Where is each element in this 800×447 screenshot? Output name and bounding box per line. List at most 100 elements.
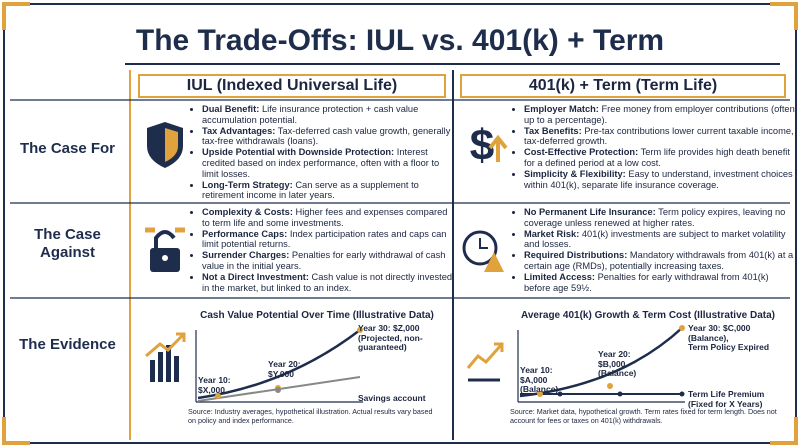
chart-label-line: (Projected, non- xyxy=(358,332,423,343)
bullet-heading: Dual Benefit: xyxy=(202,104,260,114)
bullet: No Permanent Life Insurance: Term policy… xyxy=(524,207,796,228)
bullet-heading: No Permanent Life Insurance: xyxy=(524,207,656,217)
chart-title: Cash Value Potential Over Time (Illustra… xyxy=(200,310,434,321)
point xyxy=(607,383,613,389)
chart-label-line: Year 30: $C,000 xyxy=(688,323,751,333)
bullet: Limited Access: Penalties for early with… xyxy=(524,272,796,293)
bullet: Required Distributions: Mandatory withdr… xyxy=(524,250,796,271)
bullet-text: Can serve as a supplement to retirement … xyxy=(202,179,419,201)
title: The Trade-Offs: IUL vs. 401(k) + Term xyxy=(135,24,665,57)
bullet-text: Higher fees and expenses compared to ter… xyxy=(202,207,448,228)
bullet-list: No Permanent Life Insurance: Term policy… xyxy=(512,207,796,294)
row-label: The Case Against xyxy=(34,226,101,261)
bullet-text: Index participation rates and caps can l… xyxy=(202,228,447,250)
bullet-text: Free money from employer contributions (… xyxy=(524,104,795,125)
chart-label-line: (Balance) xyxy=(520,384,559,394)
point xyxy=(215,393,221,399)
source-note: Source: Market data, hypothetical growth… xyxy=(510,407,777,425)
bullet-heading: Not a Direct Investment: xyxy=(202,272,309,283)
bullet-text: Mandatory withdrawals from 401(k) at a c… xyxy=(524,250,794,271)
bullet-heading: Performance Caps: xyxy=(202,228,288,239)
bullet-heading: Tax Advantages: xyxy=(202,125,276,136)
chart-lines xyxy=(195,327,363,403)
chart-label-line: Year 10: xyxy=(198,375,231,385)
chart-label-line: Savings account xyxy=(358,393,426,403)
bullet-list: Complexity & Costs: Higher fees and expe… xyxy=(190,207,456,294)
bullet-text: Pre-tax contributions lower current taxa… xyxy=(524,125,794,147)
bullet-heading: Tax Benefits: xyxy=(524,125,582,136)
bullet-heading: Simplicity & Flexibility: xyxy=(524,169,626,180)
bullet: Surrender Charges: Penalties for early w… xyxy=(202,250,456,271)
bullet-heading: Complexity & Costs: xyxy=(202,207,293,217)
chart-label-line: Term Life Premium xyxy=(688,389,765,399)
bullet-heading: Surrender Charges: xyxy=(202,250,290,261)
evidence-chart: Cash Value Potential Over Time (Illustra… xyxy=(138,300,446,440)
bullet-heading: Long-Term Strategy: xyxy=(202,179,293,190)
chart-label: Year 30: $C,000 (Balance), Term Policy Exp… xyxy=(688,323,770,353)
point xyxy=(617,391,623,397)
bullet: Tax Advantages: Tax-deferred cash value … xyxy=(202,126,456,147)
chart-label: Term Life Premium (Fixed for X Years) xyxy=(688,389,765,409)
line xyxy=(517,330,685,403)
chart-label-line: $A,000 xyxy=(520,374,548,385)
row-label: The Evidence xyxy=(19,336,116,353)
bullet-text: Term policy expires, leaving no coverage… xyxy=(524,207,786,228)
bullet-text: 401(k) investments are subject to market… xyxy=(524,228,786,250)
bullet: Employer Match: Free money from employer… xyxy=(524,104,796,125)
point xyxy=(537,391,543,397)
bullet: Not a Direct Investment: Cash value is n… xyxy=(202,272,456,293)
bullet-text: Life insurance protection + cash value a… xyxy=(202,104,419,125)
bullet: Market Risk: 401(k) investments are subj… xyxy=(524,229,796,250)
bullet-text: Interest credited based on index perform… xyxy=(202,147,440,179)
bullet-heading: Employer Match: xyxy=(524,104,599,114)
chart-label-line: (Balance) xyxy=(598,368,637,378)
bullet: Simplicity & Flexibility: Easy to unders… xyxy=(524,169,796,190)
bullet-text: Cash value is not directly invested in t… xyxy=(202,272,453,293)
bullet-text: Penalties for early withdrawal of cash v… xyxy=(202,250,446,271)
bullet-heading: Required Distributions: xyxy=(524,250,628,261)
bullet-text: Term life provides high death benefit fo… xyxy=(524,147,790,168)
bullet-heading: Limited Access: xyxy=(524,272,595,283)
chart-label: Year 10: $X,000 xyxy=(198,375,231,395)
source-note: Source: Industry averages, hypothetical … xyxy=(188,407,433,425)
chart-label-line: $B,000 xyxy=(598,358,626,369)
bullet-heading: Upside Potential with Downside Protectio… xyxy=(202,147,395,158)
chart-label-line: (Fixed for X Years) xyxy=(688,398,763,409)
bullet-text: Easy to understand, investment choices w… xyxy=(524,169,793,190)
bullet: Tax Benefits: Pre-tax contributions lowe… xyxy=(524,126,796,147)
bullet: Complexity & Costs: Higher fees and expe… xyxy=(202,207,456,228)
bullet: Long-Term Strategy: Can serve as a suppl… xyxy=(202,180,456,201)
chart-label-line: Year 20: xyxy=(598,349,631,359)
bullet-heading: Market Risk: xyxy=(524,228,580,239)
bullet: Upside Potential with Downside Protectio… xyxy=(202,147,456,179)
chart-label: Year 20: $Y,000 xyxy=(268,359,301,379)
bullet-text: Penalties for early withdrawal from 401(… xyxy=(524,272,769,293)
chart-label-line: guaranteed) xyxy=(358,342,407,352)
bullet-text: Tax-deferred cash value growth, generall… xyxy=(202,125,451,147)
chart-label-line: Year 10: xyxy=(520,365,553,375)
bullet: Cost-Effective Protection: Term life pro… xyxy=(524,147,796,168)
column-header: IUL (Indexed Universal Life) xyxy=(138,74,446,98)
point xyxy=(275,387,281,393)
bullet-list: Dual Benefit: Life insurance protection … xyxy=(190,104,456,201)
line xyxy=(195,330,363,403)
column-header: 401(k) + Term (Term Life) xyxy=(460,74,786,98)
evidence-chart: Average 401(k) Growth & Term Cost (Illus… xyxy=(460,300,786,440)
chart-label-line: (Balance), xyxy=(688,332,729,343)
chart-title: Average 401(k) Growth & Term Cost (Illus… xyxy=(521,310,775,321)
chart-label: Year 20: $B,000 (Balance) xyxy=(598,349,637,379)
point xyxy=(557,391,563,397)
chart-label: Year 30: $Z,000 (Projected, non-guarantee… xyxy=(358,323,423,353)
line xyxy=(519,327,683,398)
row-label: The Case For xyxy=(19,140,116,157)
bullet: Dual Benefit: Life insurance protection … xyxy=(202,104,456,125)
chart-label-line: $X,000 xyxy=(198,384,225,395)
chart-label-line: Year 20: xyxy=(268,359,301,369)
bullet-list: Employer Match: Free money from employer… xyxy=(512,104,796,191)
bullet-heading: Cost-Effective Protection: xyxy=(524,147,639,158)
chart-label-line: Term Policy Expired xyxy=(688,342,770,352)
chart-lines xyxy=(517,325,685,403)
chart-label-line: Year 30: $Z,000 xyxy=(358,323,420,333)
